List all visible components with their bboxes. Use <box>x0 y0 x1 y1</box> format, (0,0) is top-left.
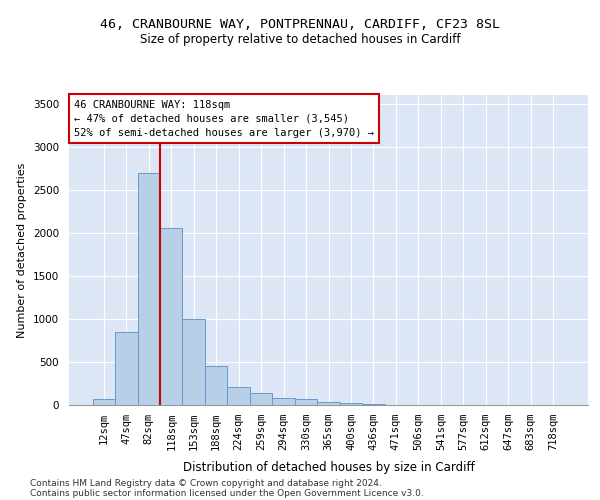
Bar <box>250 393 272 405</box>
Bar <box>295 400 317 405</box>
Text: 46 CRANBOURNE WAY: 118sqm
← 47% of detached houses are smaller (3,545)
52% of se: 46 CRANBOURNE WAY: 118sqm ← 47% of detac… <box>74 100 374 138</box>
Y-axis label: Number of detached properties: Number of detached properties <box>17 162 28 338</box>
Bar <box>137 172 160 405</box>
X-axis label: Distribution of detached houses by size in Cardiff: Distribution of detached houses by size … <box>182 461 475 474</box>
Bar <box>317 402 340 405</box>
Bar <box>182 319 205 405</box>
Bar <box>160 228 182 405</box>
Bar <box>272 398 295 405</box>
Text: Contains public sector information licensed under the Open Government Licence v3: Contains public sector information licen… <box>30 488 424 498</box>
Bar <box>340 404 362 405</box>
Text: Size of property relative to detached houses in Cardiff: Size of property relative to detached ho… <box>140 32 460 46</box>
Bar <box>362 404 385 405</box>
Bar <box>205 366 227 405</box>
Text: Contains HM Land Registry data © Crown copyright and database right 2024.: Contains HM Land Registry data © Crown c… <box>30 478 382 488</box>
Bar <box>92 398 115 405</box>
Bar <box>115 332 137 405</box>
Text: 46, CRANBOURNE WAY, PONTPRENNAU, CARDIFF, CF23 8SL: 46, CRANBOURNE WAY, PONTPRENNAU, CARDIFF… <box>100 18 500 30</box>
Bar <box>227 387 250 405</box>
